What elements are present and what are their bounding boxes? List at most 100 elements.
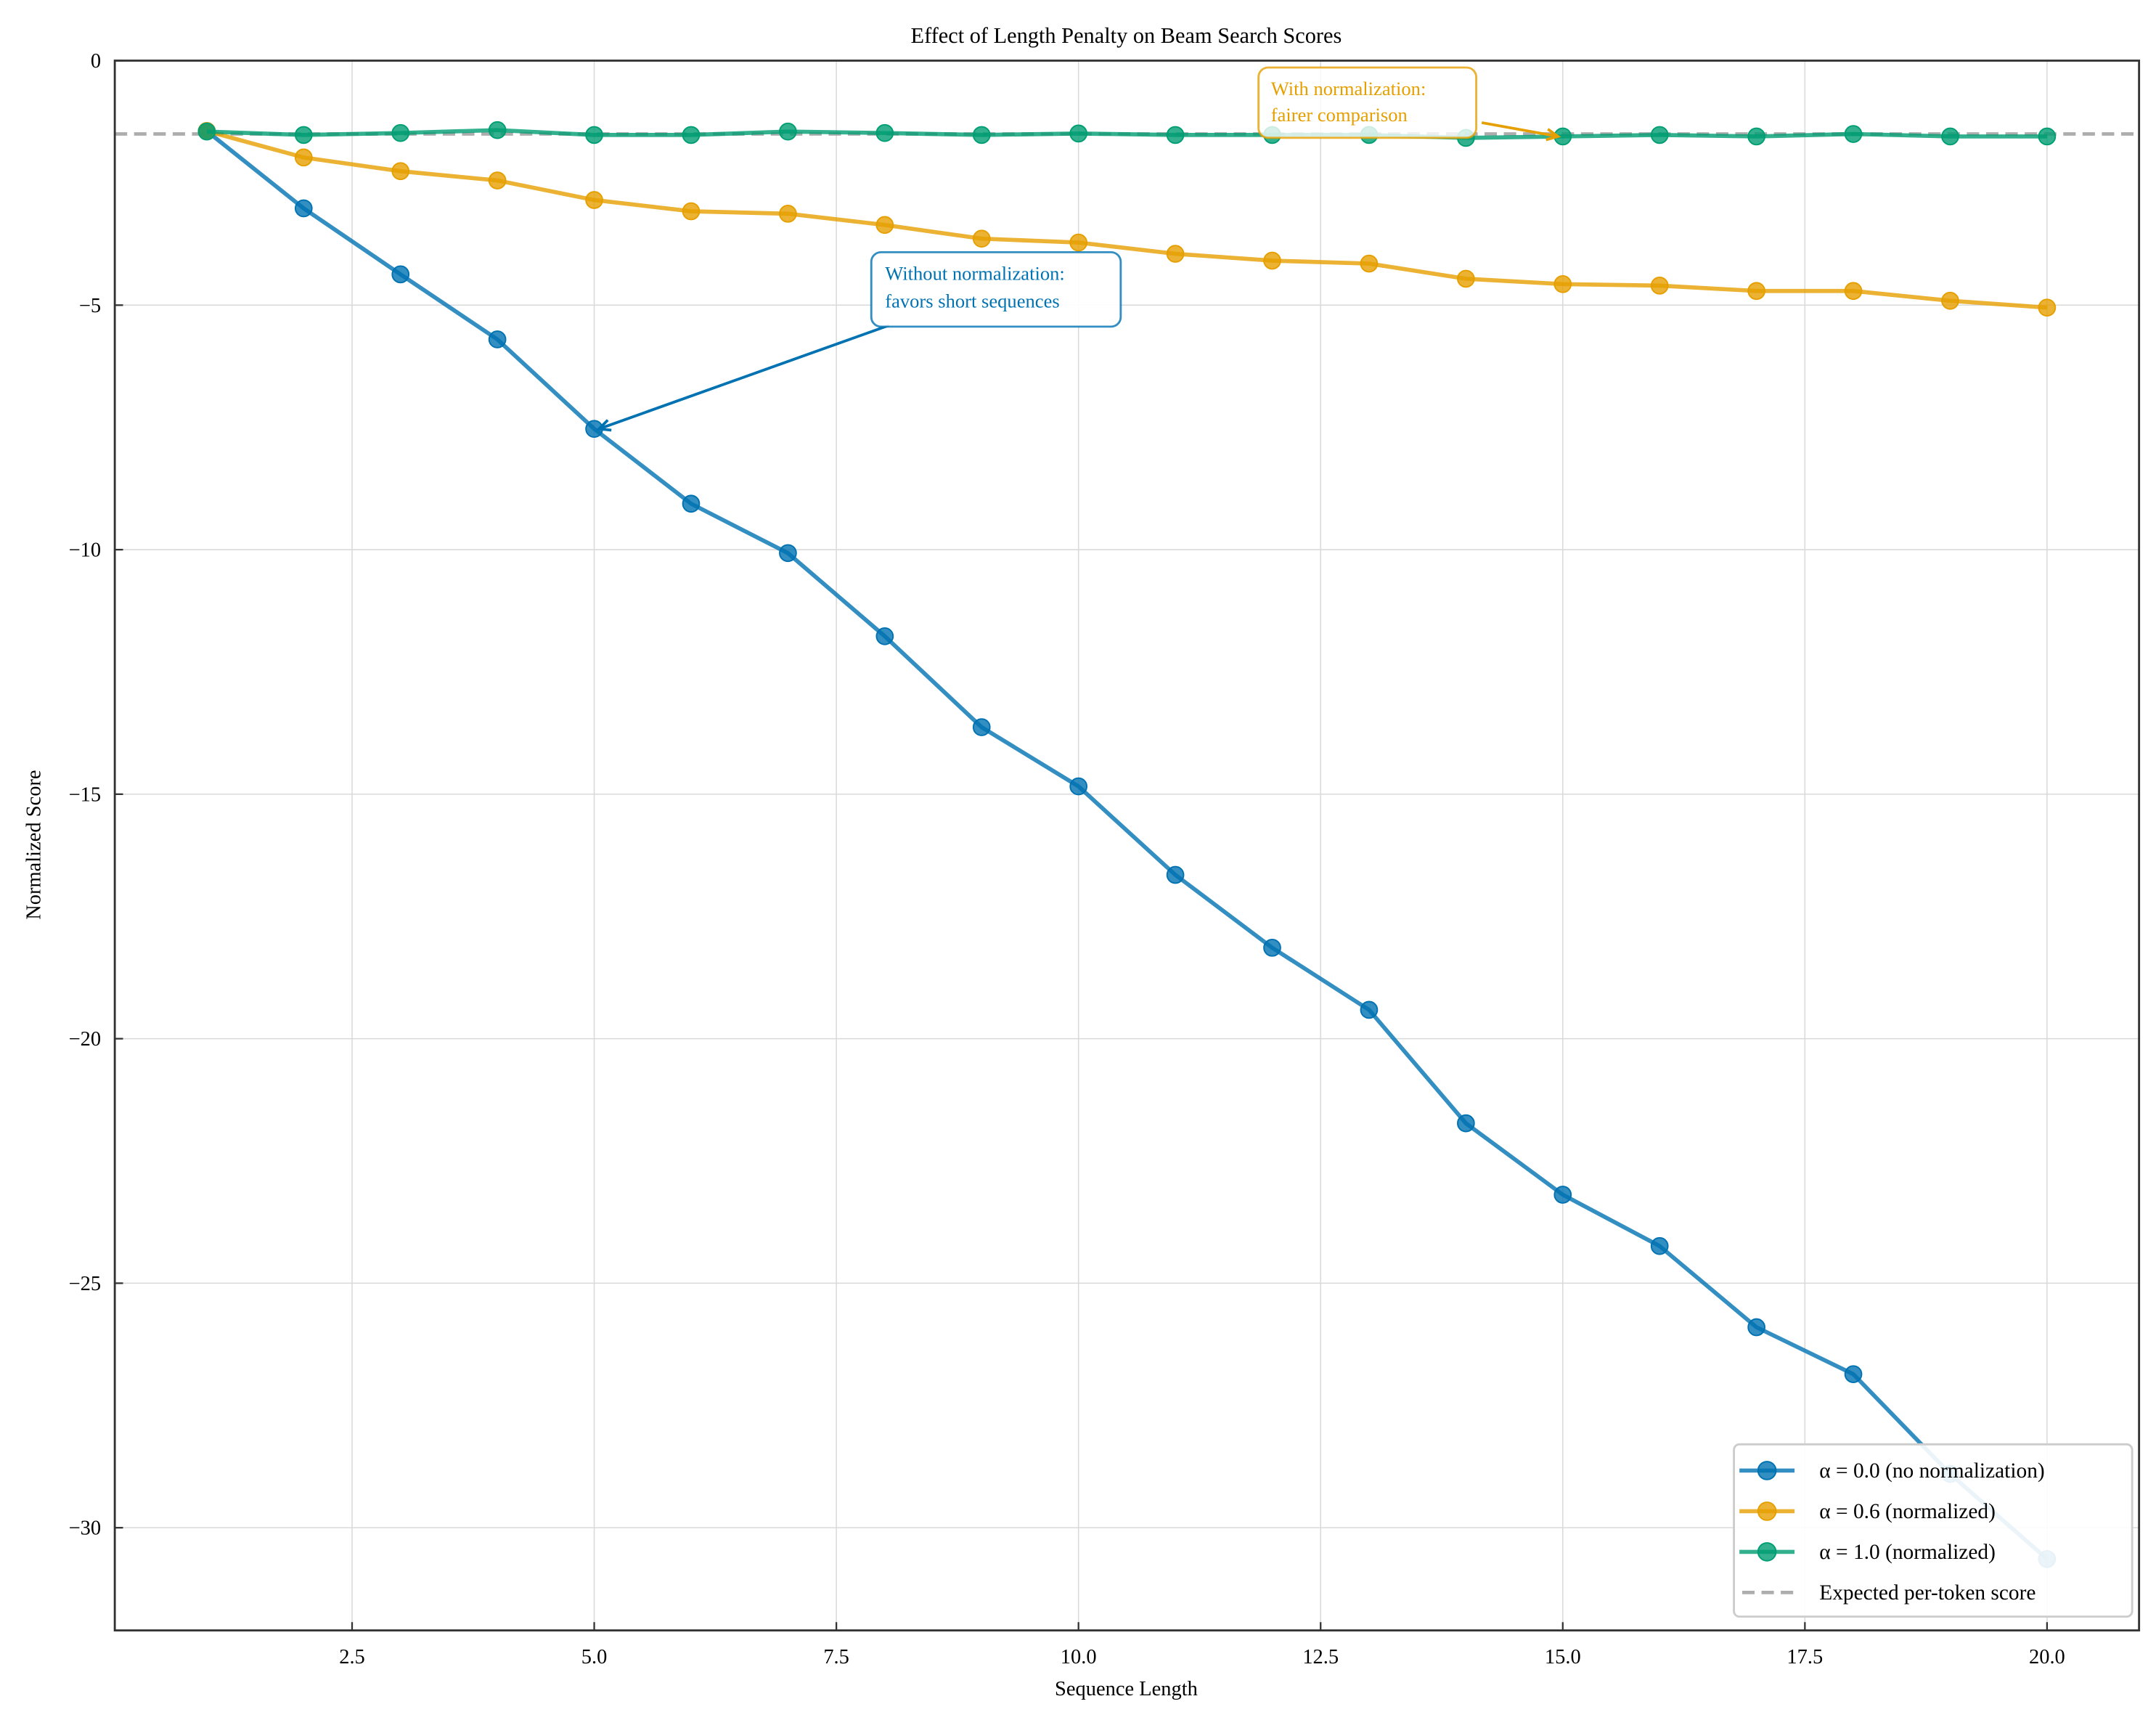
- data-point: [197, 122, 216, 141]
- y-tick-label: 0: [91, 50, 101, 73]
- annotation-box-with-normalization: [1257, 66, 1478, 139]
- data-point: [1166, 245, 1185, 263]
- x-tick-label: 20.0: [2029, 1646, 2065, 1668]
- data-point: [1553, 1186, 1572, 1204]
- data-point: [488, 121, 507, 139]
- legend-item: α = 0.0 (no normalization): [1739, 1459, 2045, 1483]
- data-point: [1844, 1365, 1863, 1384]
- data-point: [1747, 1318, 1765, 1337]
- data-point: [294, 199, 313, 218]
- annotation-arrowhead-with-normalization: [1545, 128, 1561, 142]
- data-point: [1844, 125, 1863, 143]
- data-point: [391, 265, 410, 284]
- legend-label: α = 1.0 (normalized): [1819, 1541, 1996, 1564]
- data-point: [779, 122, 797, 141]
- legend-box: [1733, 1443, 2133, 1618]
- x-tick-label: 7.5: [823, 1646, 849, 1668]
- annotation-text-line1: With normalization:: [1271, 78, 1426, 99]
- x-axis-label: Sequence Length: [1055, 1678, 1198, 1700]
- data-point: [2038, 127, 2057, 146]
- data-point: [391, 123, 410, 142]
- legend-swatch-marker: [1757, 1542, 1777, 1562]
- series-1: [197, 122, 2057, 317]
- data-point: [294, 126, 313, 144]
- legend-label: α = 0.0 (no normalization): [1819, 1459, 2044, 1483]
- data-point: [1166, 865, 1185, 884]
- data-point: [682, 126, 701, 144]
- data-point: [1650, 1236, 1669, 1255]
- data-point: [1747, 282, 1765, 301]
- data-point: [1263, 251, 1281, 270]
- data-point: [1166, 126, 1185, 144]
- legend: α = 0.0 (no normalization) α = 0.6 (norma…: [1733, 1443, 2133, 1618]
- series-line: [205, 129, 2049, 1561]
- data-point: [1069, 777, 1088, 796]
- data-point: [875, 216, 894, 235]
- legend-item: α = 1.0 (normalized): [1739, 1541, 1996, 1564]
- data-point: [488, 171, 507, 189]
- data-point: [972, 718, 991, 736]
- y-axis-label: Normalized Score: [23, 770, 46, 919]
- y-tick-label: −10: [69, 539, 102, 562]
- data-point: [1844, 282, 1863, 301]
- ticks: 2.5 5.0 7.5 10.0 12.5 15.0 17.5 20.0 0 −5 −10 −15 −2…: [69, 50, 2065, 1668]
- data-point: [488, 330, 507, 349]
- y-tick-label: −30: [69, 1517, 102, 1540]
- legend-label: Expected per-token score: [1819, 1581, 2035, 1605]
- data-point: [779, 205, 797, 223]
- y-tick-label: −5: [79, 295, 101, 317]
- data-point: [1941, 127, 1959, 146]
- data-point: [1069, 124, 1088, 143]
- plot-frame: [113, 60, 2141, 1632]
- data-point: [585, 191, 603, 209]
- data-point: [585, 126, 603, 144]
- series-line: [206, 129, 2048, 310]
- data-point: [1747, 127, 1765, 146]
- chart-title: Effect of Length Penalty on Beam Search …: [911, 23, 1342, 48]
- data-point: [972, 229, 991, 248]
- y-tick-label: −25: [69, 1273, 102, 1295]
- data-point: [1457, 1114, 1475, 1133]
- data-point: [1553, 274, 1572, 293]
- annotations: Without normalization: favors short sequ…: [596, 66, 1561, 432]
- annotation-arrowhead-without-normalization: [596, 419, 612, 432]
- legend-label: α = 0.6 (normalized): [1819, 1500, 1996, 1523]
- data-point: [391, 162, 410, 181]
- series-line: [206, 128, 2047, 140]
- x-tick-label: 2.5: [339, 1646, 365, 1668]
- data-point: [1263, 939, 1281, 957]
- data-point: [875, 627, 894, 645]
- y-tick-label: −15: [69, 783, 102, 806]
- annotation-arrow-without-normalization: [598, 324, 890, 431]
- data-point: [1360, 254, 1379, 273]
- data-point: [1069, 233, 1088, 252]
- data-point: [1941, 291, 1959, 310]
- x-tick-label: 10.0: [1061, 1646, 1097, 1668]
- data-point: [1360, 1000, 1379, 1019]
- data-point: [875, 123, 894, 142]
- series-2: [197, 121, 2057, 147]
- data-point: [1650, 277, 1669, 295]
- annotation-text-line2: favors short sequences: [885, 290, 1059, 311]
- x-tick-label: 15.0: [1545, 1646, 1581, 1668]
- annotation-text-line2: fairer comparison: [1271, 104, 1408, 126]
- y-tick-label: −20: [69, 1028, 102, 1051]
- x-tick-label: 5.0: [581, 1646, 608, 1668]
- data-point: [779, 544, 797, 563]
- data-point: [682, 494, 701, 513]
- data-point: [1457, 269, 1475, 288]
- legend-swatch-marker: [1757, 1461, 1777, 1480]
- legend-item: α = 0.6 (normalized): [1739, 1500, 1996, 1523]
- x-tick-label: 17.5: [1787, 1646, 1823, 1668]
- annotation-text-line1: Without normalization:: [885, 262, 1065, 284]
- data-point: [294, 148, 313, 167]
- x-tick-label: 12.5: [1302, 1646, 1339, 1668]
- annotation-box-without-normalization: [870, 250, 1122, 328]
- data-point: [972, 126, 991, 144]
- data-point: [682, 202, 701, 221]
- annotation-arrow-with-normalization: [1481, 121, 1559, 138]
- legend-swatch-marker: [1757, 1501, 1777, 1521]
- data-point: [2038, 298, 2057, 317]
- data-point: [1650, 126, 1669, 144]
